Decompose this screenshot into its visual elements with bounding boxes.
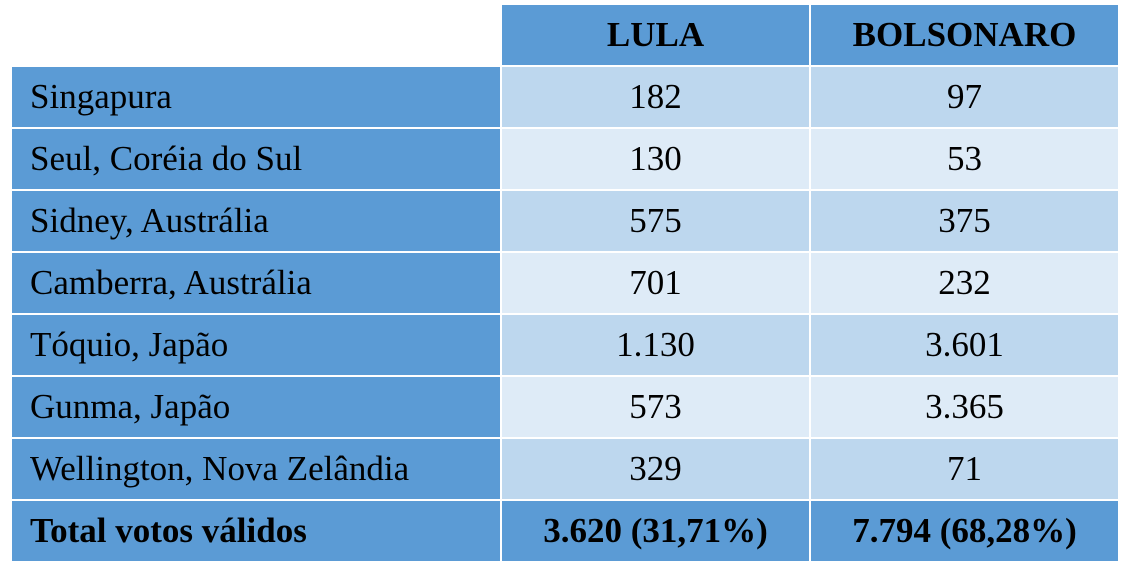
header-bolsonaro: BOLSONARO [809, 3, 1120, 67]
row-label: Seul, Coréia do Sul [10, 127, 502, 191]
row-label: Tóquio, Japão [10, 313, 502, 377]
row-label: Sidney, Austrália [10, 189, 502, 253]
bolsonaro-votes: 3.365 [809, 375, 1120, 439]
table-row: Camberra, Austrália 701 232 [10, 251, 1120, 315]
total-lula: 3.620 (31,71%) [500, 499, 811, 563]
bolsonaro-votes: 53 [809, 127, 1120, 191]
row-label: Gunma, Japão [10, 375, 502, 439]
table-row: Singapura 182 97 [10, 65, 1120, 129]
total-label: Total votos válidos [10, 499, 502, 563]
row-label: Singapura [10, 65, 502, 129]
bolsonaro-votes: 3.601 [809, 313, 1120, 377]
header-row: LULA BOLSONARO [10, 3, 1120, 67]
lula-votes: 701 [500, 251, 811, 315]
lula-votes: 130 [500, 127, 811, 191]
lula-votes: 573 [500, 375, 811, 439]
header-lula: LULA [500, 3, 811, 67]
bolsonaro-votes: 232 [809, 251, 1120, 315]
votes-table: LULA BOLSONARO Singapura 182 97 Seul, Co… [10, 3, 1120, 563]
table-row: Sidney, Austrália 575 375 [10, 189, 1120, 253]
header-blank-cell [10, 3, 502, 67]
total-row: Total votos válidos 3.620 (31,71%) 7.794… [10, 499, 1120, 563]
total-bolsonaro: 7.794 (68,28%) [809, 499, 1120, 563]
bolsonaro-votes: 71 [809, 437, 1120, 501]
table-row: Gunma, Japão 573 3.365 [10, 375, 1120, 439]
bolsonaro-votes: 97 [809, 65, 1120, 129]
row-label: Camberra, Austrália [10, 251, 502, 315]
lula-votes: 1.130 [500, 313, 811, 377]
bolsonaro-votes: 375 [809, 189, 1120, 253]
lula-votes: 329 [500, 437, 811, 501]
table-row: Tóquio, Japão 1.130 3.601 [10, 313, 1120, 377]
table-row: Seul, Coréia do Sul 130 53 [10, 127, 1120, 191]
row-label: Wellington, Nova Zelândia [10, 437, 502, 501]
lula-votes: 575 [500, 189, 811, 253]
lula-votes: 182 [500, 65, 811, 129]
table-row: Wellington, Nova Zelândia 329 71 [10, 437, 1120, 501]
